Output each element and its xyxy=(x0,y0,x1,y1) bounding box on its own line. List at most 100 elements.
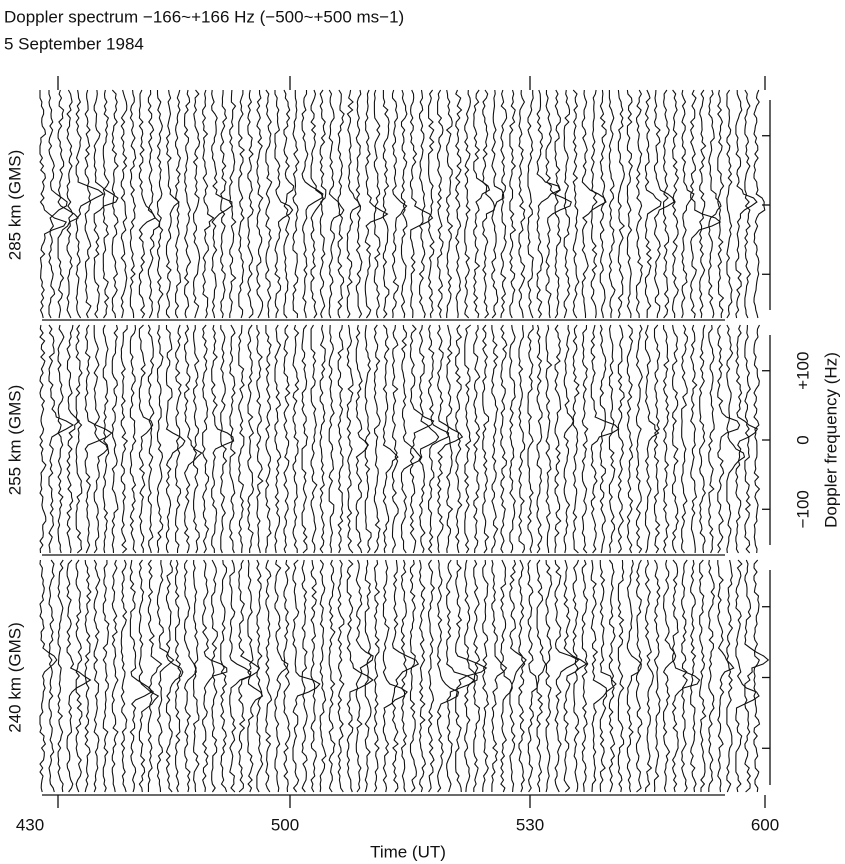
spectrum-trace xyxy=(681,89,695,319)
spectrum-trace xyxy=(572,559,580,793)
spectrum-trace xyxy=(238,324,245,554)
spectrum-trace xyxy=(590,89,598,319)
spectrum-trace xyxy=(211,89,233,319)
x-tick-label: 430 xyxy=(16,815,44,834)
spectrum-trace xyxy=(699,89,707,319)
spectrum-trace xyxy=(247,324,255,554)
spectrum-trace xyxy=(382,559,408,793)
spectrum-trace xyxy=(310,559,317,793)
spectrum-trace xyxy=(527,324,534,554)
spectrum-trace xyxy=(337,324,344,554)
spectrum-trace xyxy=(147,559,163,793)
spectrum-trace xyxy=(373,89,381,319)
spectrum-trace xyxy=(66,324,81,554)
spectrum-trace xyxy=(39,90,68,319)
spectrum-trace xyxy=(572,89,580,319)
spectrum-trace xyxy=(599,324,607,554)
spectrum-trace xyxy=(446,559,475,793)
spectrum-trace xyxy=(671,559,701,793)
chart-title: Doppler spectrum −166~+166 Hz (−500~+500… xyxy=(4,7,404,26)
spectrum-trace xyxy=(644,89,662,319)
spectrum-trace xyxy=(165,559,184,793)
spectrum-trace xyxy=(292,324,300,553)
spectrum-trace xyxy=(418,89,426,319)
spectrum-trace xyxy=(364,559,372,793)
spectrum-trace xyxy=(671,89,680,319)
spectrum-trace xyxy=(129,559,153,793)
spectrum-trace xyxy=(202,324,210,554)
spectrum-trace xyxy=(509,89,517,319)
spectrum-trace xyxy=(681,324,689,554)
spectrum-trace xyxy=(744,89,751,319)
spectrum-trace xyxy=(708,89,722,319)
spectrum-trace xyxy=(229,324,236,554)
spectrum-trace xyxy=(373,559,381,793)
spectrum-trace xyxy=(699,559,707,792)
spectrum-trace xyxy=(708,324,715,554)
spectrum-trace xyxy=(455,559,488,793)
spectrum-trace xyxy=(482,324,490,554)
spectrum-trace xyxy=(717,324,741,554)
spectrum-trace xyxy=(174,559,182,793)
spectrum-trace xyxy=(536,89,561,319)
spectrum-trace xyxy=(57,324,65,554)
spectrum-trace xyxy=(518,559,526,793)
spectrum-trace xyxy=(102,559,110,793)
spectrum-trace xyxy=(256,89,264,319)
spectrum-trace xyxy=(111,324,119,554)
spectrum-trace xyxy=(473,324,481,554)
spectrum-trace xyxy=(355,324,369,554)
spectrum-trace xyxy=(644,324,660,554)
spectrum-trace xyxy=(726,89,733,319)
spectrum-trace xyxy=(283,559,291,793)
spectrum-trace xyxy=(662,325,670,554)
spectrum-trace xyxy=(500,324,508,554)
spectrum-trace xyxy=(689,89,722,319)
spectrum-trace xyxy=(455,89,463,319)
spectrum-trace xyxy=(536,324,543,554)
spectrum-trace xyxy=(93,325,109,554)
spectrum-trace xyxy=(265,89,273,319)
spectrum-trace xyxy=(563,324,575,554)
panel-label: 240 km (GMS) xyxy=(5,622,24,733)
spectrum-trace xyxy=(48,559,55,793)
spectrum-trace xyxy=(653,559,661,793)
spectrum-trace xyxy=(84,324,113,554)
spectrum-trace xyxy=(274,324,282,554)
spectrum-trace xyxy=(563,559,588,793)
x-axis-label: Time (UT) xyxy=(370,842,446,861)
spectrum-trace xyxy=(220,89,228,319)
x-tick-label: 600 xyxy=(751,815,779,834)
spectrum-trace xyxy=(717,560,735,793)
spectrum-trace xyxy=(256,324,264,554)
spectrum-trace xyxy=(518,324,526,554)
spectrum-trace xyxy=(545,89,572,319)
spectrum-trace xyxy=(753,89,766,319)
spectrum-trace xyxy=(319,89,327,319)
spectrum-trace xyxy=(39,559,58,793)
spectrum-trace xyxy=(265,559,273,793)
spectrum-trace xyxy=(156,324,164,554)
spectrum-trace xyxy=(690,559,697,793)
spectrum-trace xyxy=(527,559,538,793)
spectrum-trace xyxy=(301,559,308,793)
spectrum-trace xyxy=(364,89,389,319)
spectrum-trace xyxy=(310,89,324,319)
spectrum-trace xyxy=(473,89,491,319)
spectrum-trace xyxy=(183,324,203,554)
spectrum-trace xyxy=(527,90,534,319)
spectrum-trace xyxy=(201,559,228,793)
spectrum-trace xyxy=(337,89,345,319)
chart-subtitle: 5 September 1984 xyxy=(4,34,144,53)
spectrum-trace xyxy=(482,89,495,319)
spectrum-trace xyxy=(156,559,175,793)
spectrum-trace xyxy=(427,324,450,554)
spectrum-trace xyxy=(138,559,160,793)
spectrum-trace xyxy=(491,89,505,319)
spectrum-trace xyxy=(382,324,399,554)
spectrum-trace xyxy=(617,89,626,319)
x-tick-label: 500 xyxy=(271,815,299,834)
y-tick-label: −100 xyxy=(793,490,812,528)
spectrum-trace xyxy=(554,559,580,793)
spectrum-trace xyxy=(563,89,571,319)
